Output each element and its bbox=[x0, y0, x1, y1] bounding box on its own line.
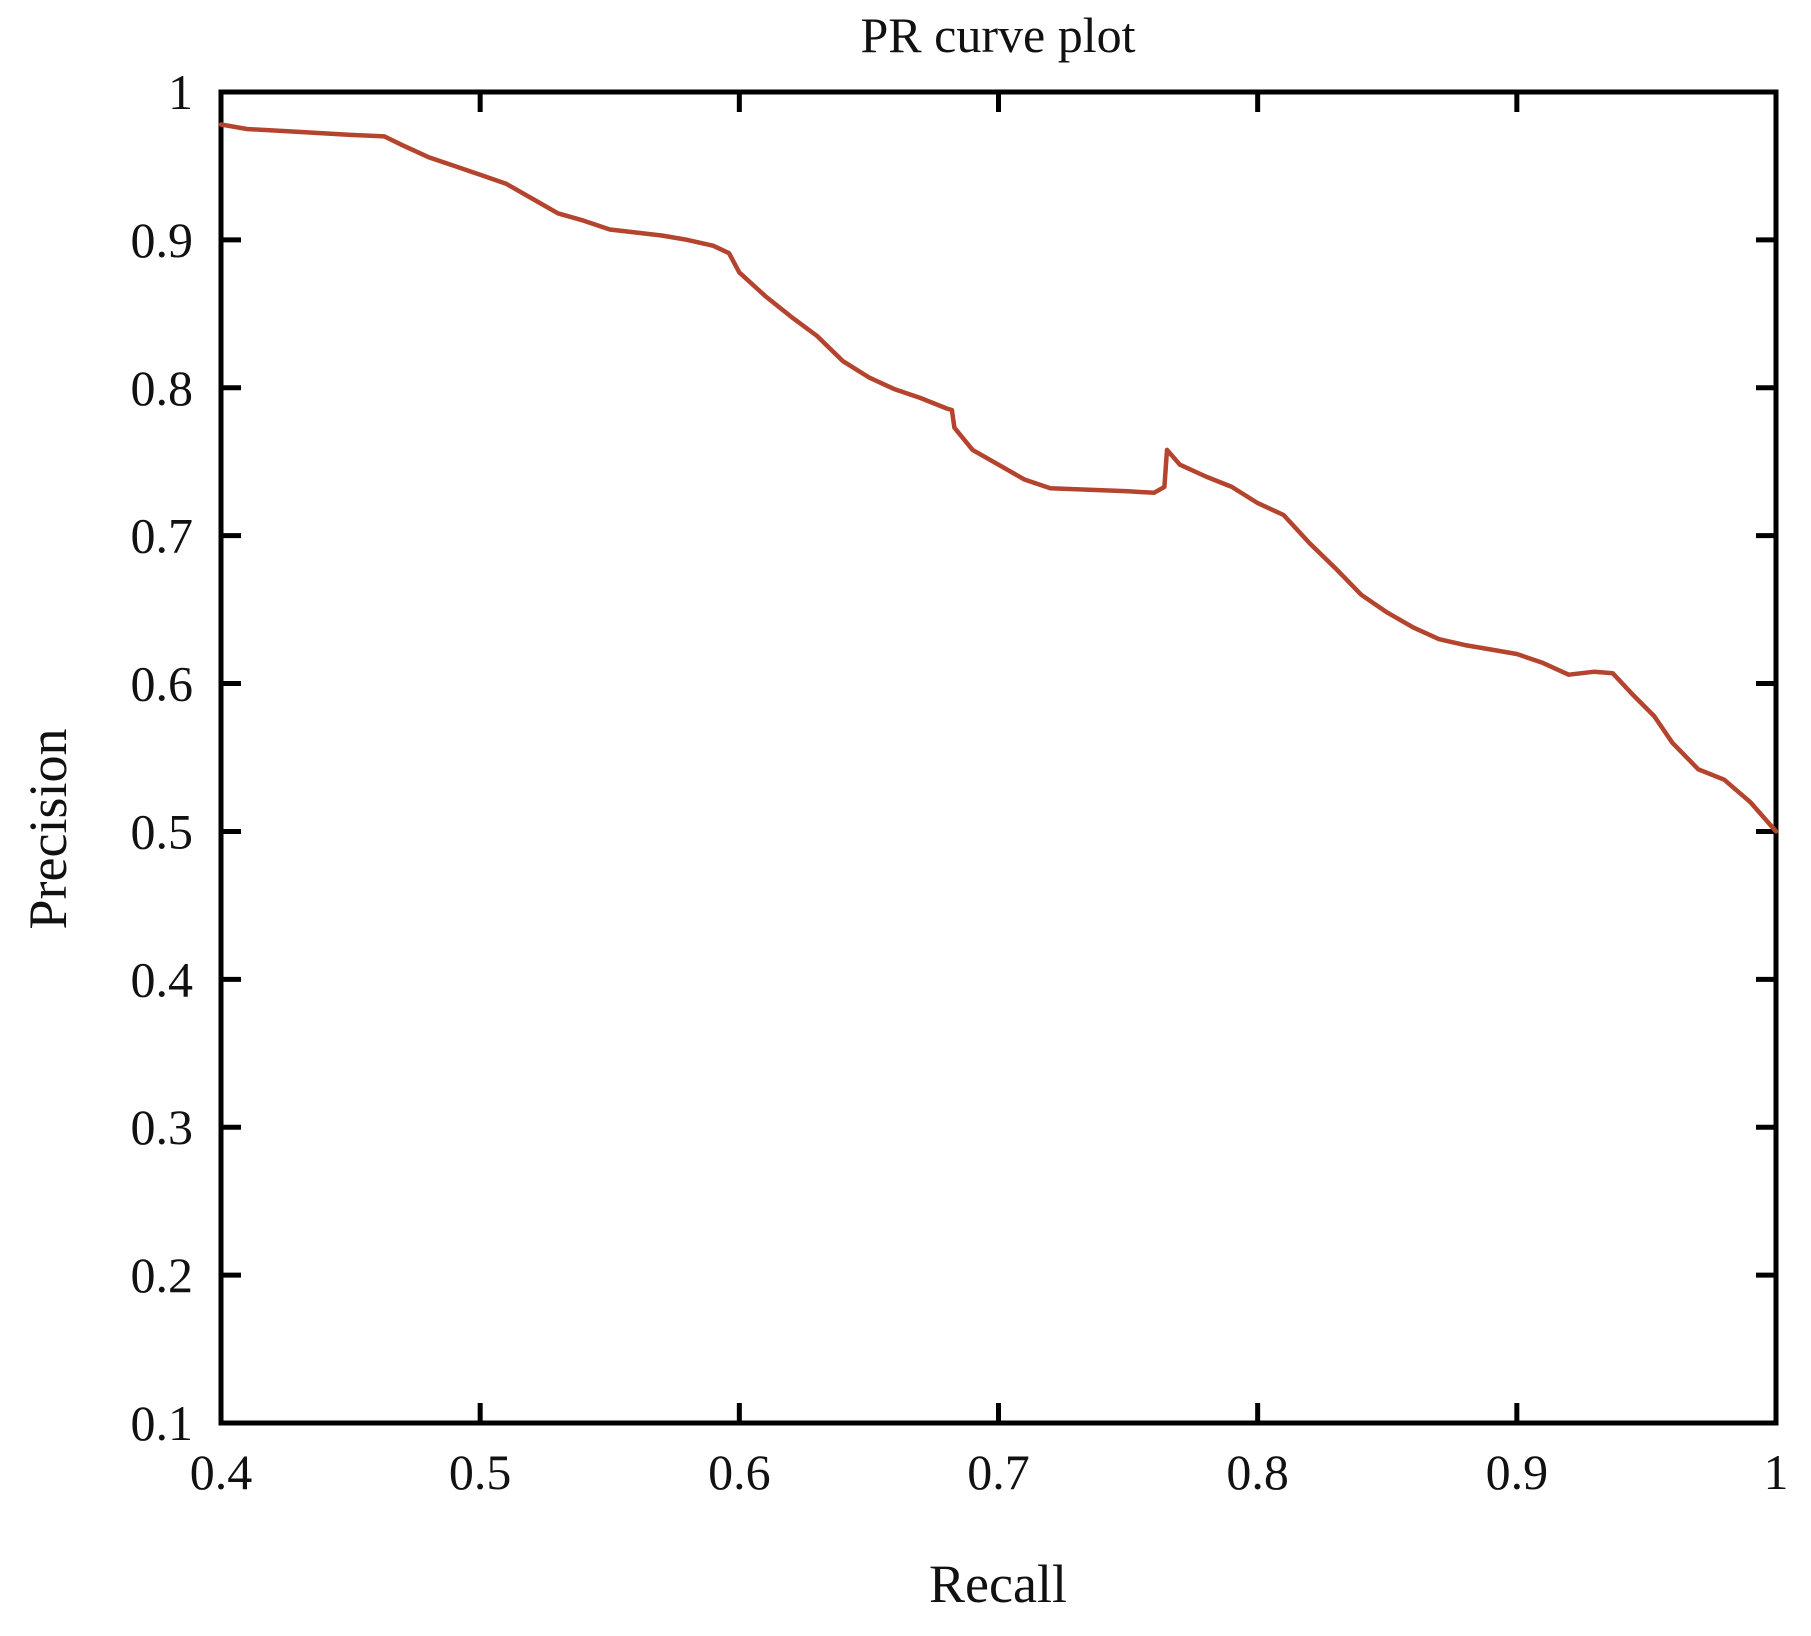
x-tick-label: 0.7 bbox=[967, 1444, 1030, 1500]
plot-area: 0.4 0.5 0.6 0.7 0.8 0.9 1 0.1 0.2 0.3 0.4 0.5 0.6 0.7… bbox=[131, 64, 1789, 1500]
y-tick-label: 0.7 bbox=[131, 508, 194, 564]
x-tick-label: 1 bbox=[1764, 1444, 1789, 1500]
y-tick-label: 0.6 bbox=[131, 656, 194, 712]
pr-curve-line bbox=[218, 122, 1779, 834]
y-tick-label: 0.8 bbox=[131, 360, 194, 416]
y-tick-label: 0.1 bbox=[131, 1395, 194, 1451]
x-tick-label: 0.4 bbox=[190, 1444, 253, 1500]
y-tick-label: 0.2 bbox=[131, 1247, 194, 1303]
x-tick-label: 0.6 bbox=[708, 1444, 771, 1500]
y-tick-label: 1 bbox=[168, 64, 193, 120]
y-tick-label: 0.9 bbox=[131, 212, 194, 268]
chart-title: PR curve plot bbox=[861, 7, 1136, 63]
x-tick-label: 0.9 bbox=[1486, 1444, 1549, 1500]
y-tick-label: 0.5 bbox=[131, 803, 194, 859]
x-tick-label: 0.5 bbox=[449, 1444, 512, 1500]
y-axis-title: Precision bbox=[18, 729, 78, 930]
x-tick-label: 0.8 bbox=[1226, 1444, 1289, 1500]
y-tick-label: 0.4 bbox=[131, 951, 194, 1007]
x-axis-title: Recall bbox=[929, 1554, 1067, 1614]
y-tick-label: 0.3 bbox=[131, 1099, 194, 1155]
